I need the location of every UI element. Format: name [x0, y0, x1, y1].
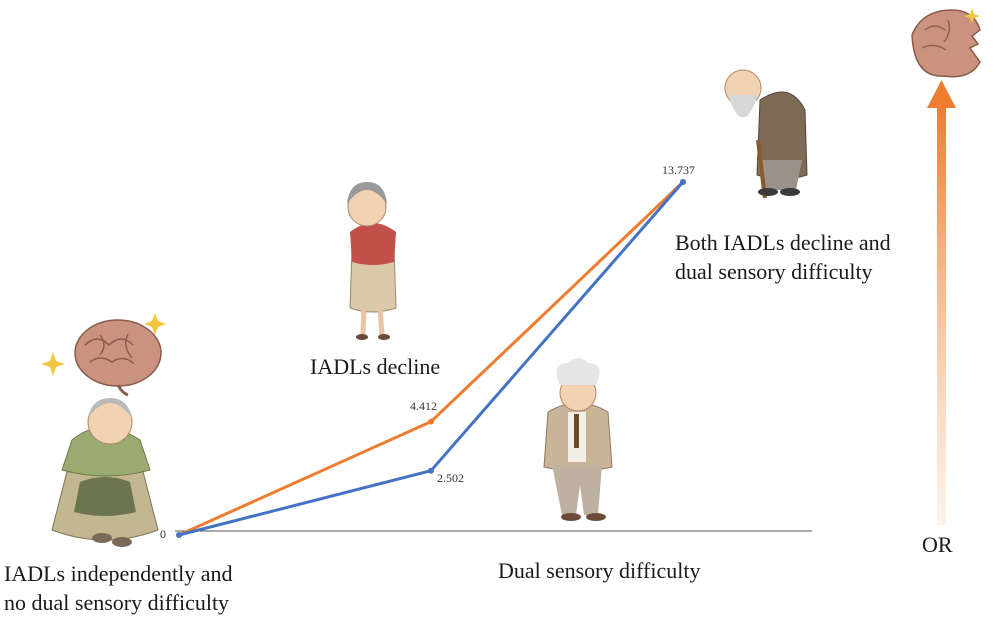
value-label-dual: 2.502: [437, 471, 464, 485]
start-label: IADLs independently and no dual sensory …: [4, 559, 233, 617]
data-point-blue-2: [680, 179, 686, 185]
healthy-brain-icon: [41, 313, 166, 397]
value-label-iadl: 4.412: [410, 399, 437, 413]
both-label: Both IADLs decline and dual sensory diff…: [675, 228, 891, 286]
data-point-blue-1: [428, 467, 434, 474]
smiling-elderly-woman-icon: [51, 398, 159, 547]
start-label-line1: IADLs independently and: [4, 561, 233, 586]
elderly-man-glasses-icon: [543, 358, 613, 521]
or-axis-label: OR: [922, 532, 953, 557]
value-label-both: 13.737: [662, 163, 695, 177]
or-arrow: [927, 80, 956, 525]
data-point-orange-1: [428, 418, 434, 425]
value-label-origin: 0: [160, 527, 166, 541]
start-label-line2: no dual sensory difficulty: [4, 590, 230, 615]
series-layer: [176, 179, 686, 538]
damaged-brain-icon: [911, 8, 981, 78]
worried-elderly-woman-icon: [347, 182, 397, 340]
both-label-line1: Both IADLs decline and: [675, 230, 891, 255]
dual-sensory-label: Dual sensory difficulty: [498, 558, 701, 583]
iadl-decline-label: IADLs decline: [310, 354, 441, 379]
data-point-blue-0: [176, 532, 182, 538]
both-label-line2: dual sensory difficulty: [675, 259, 873, 284]
elderly-man-with-cane-icon: [724, 69, 808, 199]
